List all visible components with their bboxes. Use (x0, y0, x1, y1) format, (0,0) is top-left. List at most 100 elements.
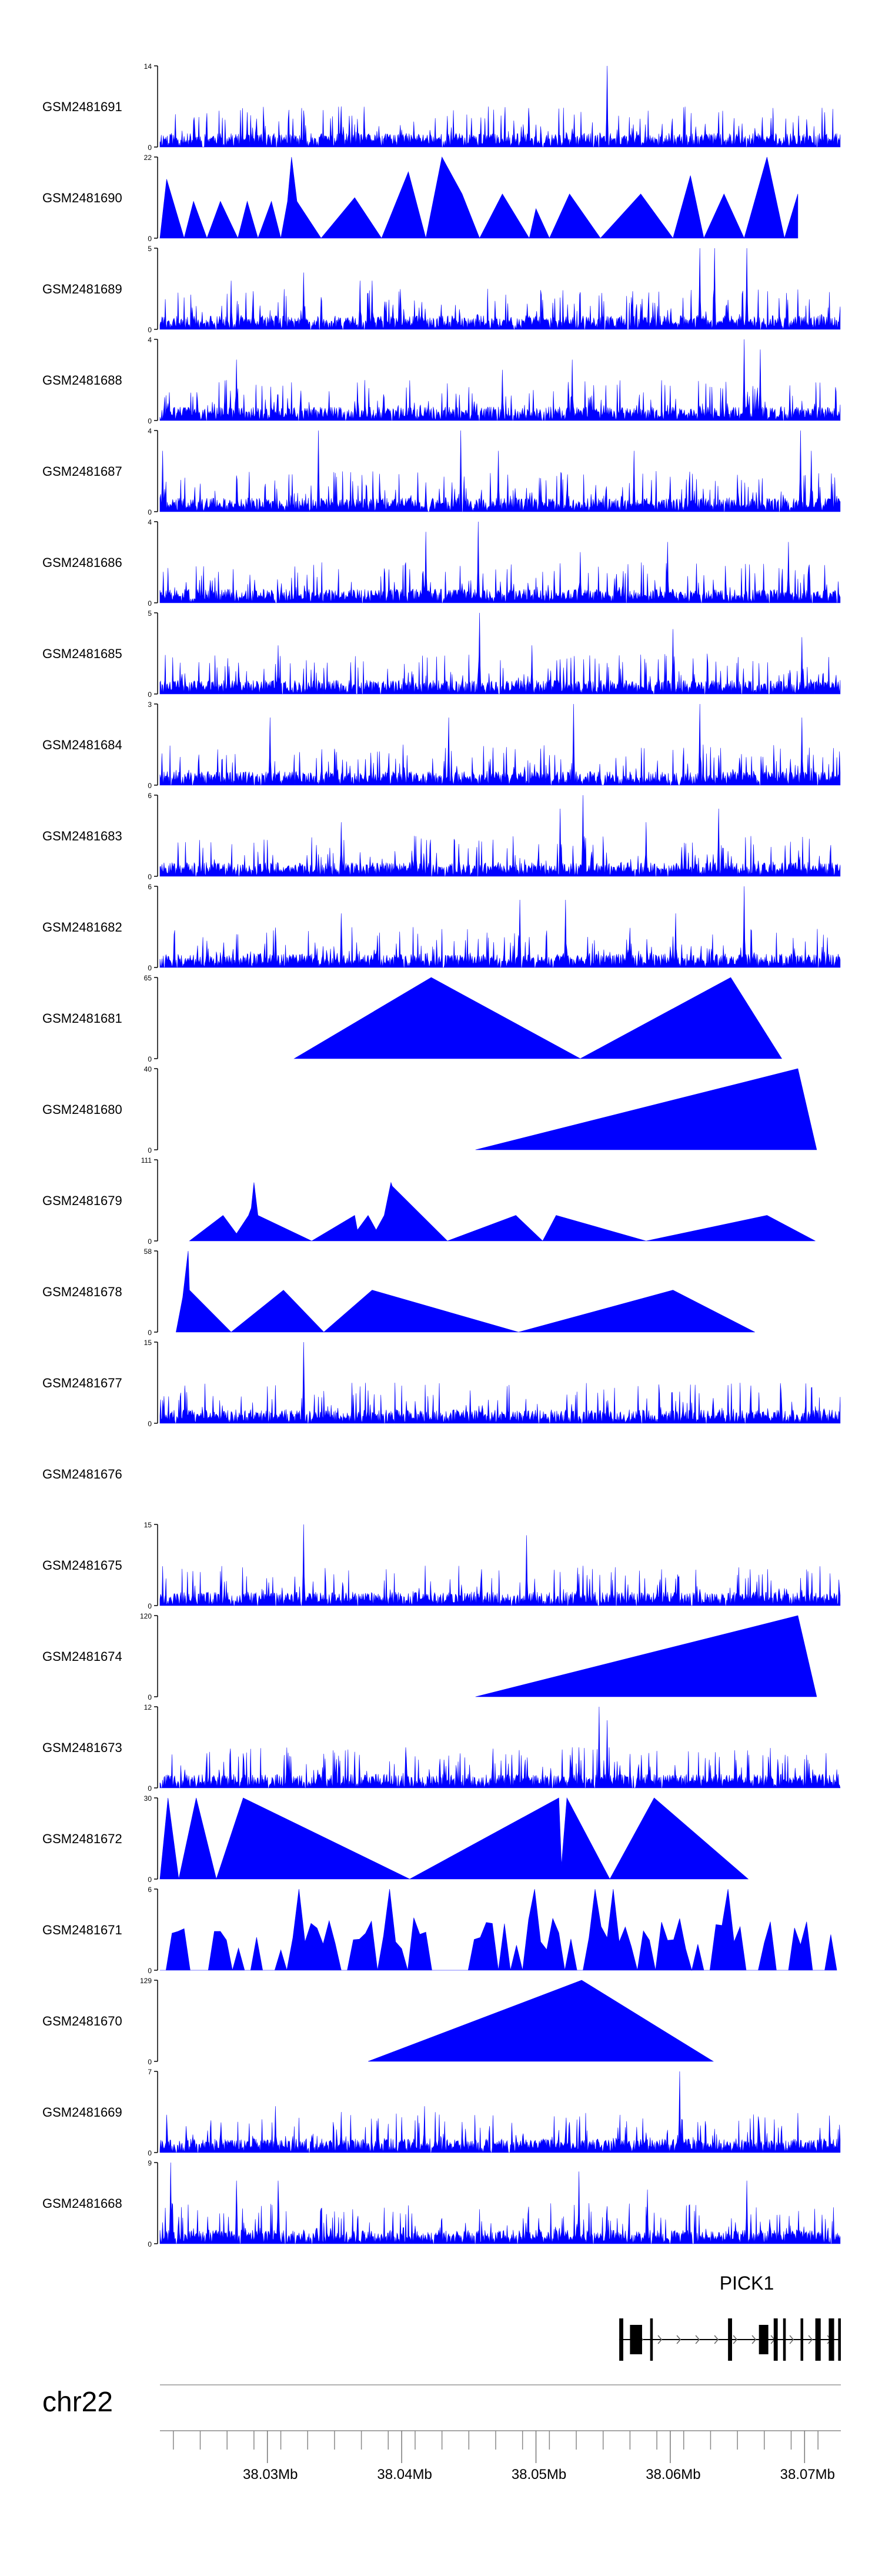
track-label: GSM2481674 (42, 1649, 122, 1664)
exon-block (728, 2318, 732, 2361)
y-tick-label-max: 58 (144, 1247, 152, 1256)
y-tick-label-zero: 0 (148, 508, 152, 516)
track-label: GSM2481688 (42, 373, 122, 388)
y-tick-label-zero: 0 (148, 417, 152, 425)
y-tick-label-zero: 0 (148, 1329, 152, 1337)
y-tick-label-zero: 0 (148, 1876, 152, 1884)
y-tick-label-max: 6 (148, 1886, 152, 1894)
track-GSM2481680: GSM2481680 40 0 (42, 1065, 817, 1154)
track-GSM2481687: GSM2481687 4 0 (42, 427, 841, 516)
track-GSM2481673: GSM2481673 12 0 (42, 1703, 841, 1793)
track-label: GSM2481675 (42, 1558, 122, 1573)
axis-tick-label: 38.04Mb (377, 2467, 432, 2482)
track-label: GSM2481668 (42, 2196, 122, 2211)
track-label: GSM2481689 (42, 282, 122, 296)
coverage-area (189, 1182, 816, 1242)
y-tick-label-zero: 0 (148, 1055, 152, 1063)
y-tick-label-max: 65 (144, 974, 152, 982)
coverage-area (159, 339, 841, 421)
strand-chevron (657, 2335, 663, 2344)
y-tick-label-max: 14 (144, 62, 152, 71)
genome-axis: chr22 38.03Mb 38.04Mb 38.05Mb 38.06Mb 38.07M… (42, 2384, 841, 2482)
coverage-area (159, 1342, 841, 1424)
coverage-area (475, 1068, 817, 1150)
track-GSM2481668: GSM2481668 9 0 (42, 2159, 841, 2248)
strand-chevron (751, 2335, 757, 2344)
coverage-area (159, 1797, 749, 1880)
track-GSM2481688: GSM2481688 4 0 (42, 336, 841, 425)
track-GSM2481686: GSM2481686 4 0 (42, 518, 841, 608)
y-tick-label-zero: 0 (148, 1602, 152, 1610)
coverage-area (176, 1250, 755, 1333)
y-tick-label-max: 4 (148, 336, 152, 344)
y-tick-label-max: 6 (148, 792, 152, 800)
exon-block (773, 2318, 778, 2361)
coverage-area (475, 1615, 817, 1697)
coverage-tracks: GSM2481691140GSM2481690220GSM248168950GS… (42, 62, 841, 2248)
coverage-area (159, 703, 841, 786)
y-tick-label-zero: 0 (148, 235, 152, 243)
track-label: GSM2481690 (42, 191, 122, 205)
track-label: GSM2481682 (42, 920, 122, 935)
coverage-area (159, 886, 841, 968)
track-label: GSM2481681 (42, 1011, 122, 1026)
track-label: GSM2481672 (42, 1831, 122, 1846)
y-tick-label-zero: 0 (148, 1237, 152, 1246)
strand-chevron (733, 2335, 738, 2344)
strand-chevron (695, 2335, 700, 2344)
y-tick-label-max: 4 (148, 518, 152, 526)
track-label: GSM2481683 (42, 829, 122, 843)
exon-block (783, 2318, 786, 2361)
y-tick-label-max: 9 (148, 2159, 152, 2167)
track-GSM2481691: GSM2481691 14 0 (42, 62, 841, 152)
y-tick-label-zero: 0 (148, 690, 152, 699)
coverage-area (159, 2071, 841, 2153)
exon-block (828, 2318, 834, 2361)
track-label: GSM2481686 (42, 555, 122, 570)
y-tick-label-zero: 0 (148, 1967, 152, 1975)
track-label: GSM2481673 (42, 1740, 122, 1755)
coverage-area (159, 1706, 841, 1788)
track-GSM2481681: GSM2481681 65 0 (42, 974, 783, 1063)
coverage-area (159, 156, 799, 239)
track-label: GSM2481685 (42, 646, 122, 661)
coverage-area (160, 1888, 837, 1971)
strand-chevron (789, 2335, 794, 2344)
y-tick-label-zero: 0 (148, 1420, 152, 1428)
track-GSM2481682: GSM2481682 6 0 (42, 883, 841, 972)
strand-chevron (676, 2335, 681, 2344)
coverage-area (159, 795, 841, 877)
y-tick-label-max: 15 (144, 1521, 152, 1529)
strand-chevron (714, 2335, 719, 2344)
coverage-area (159, 430, 841, 512)
coverage-area (159, 1524, 841, 1606)
track-GSM2481676: GSM2481676 (42, 1467, 122, 1481)
y-tick-label-zero: 0 (148, 2058, 152, 2066)
coverage-area (159, 2162, 841, 2244)
exon-block (838, 2318, 841, 2361)
axis-tick-label: 38.07Mb (780, 2467, 835, 2482)
track-label: GSM2481670 (42, 2014, 122, 2028)
track-GSM2481677: GSM2481677 15 0 (42, 1339, 841, 1428)
y-tick-label-max: 3 (148, 700, 152, 709)
track-GSM2481678: GSM2481678 58 0 (42, 1247, 755, 1337)
track-GSM2481690: GSM2481690 22 0 (42, 154, 799, 243)
track-label: GSM2481669 (42, 2105, 122, 2120)
y-tick-label-zero: 0 (148, 873, 152, 881)
y-tick-label-max: 15 (144, 1339, 152, 1347)
track-label: GSM2481684 (42, 738, 122, 752)
y-tick-label-max: 6 (148, 883, 152, 891)
strand-chevron (808, 2335, 813, 2344)
exon-block (759, 2325, 769, 2354)
chromosome-label: chr22 (42, 2387, 113, 2418)
y-tick-label-zero: 0 (148, 599, 152, 608)
track-label: GSM2481676 (42, 1467, 122, 1481)
track-GSM2481672: GSM2481672 30 0 (42, 1794, 749, 1884)
y-tick-label-max: 12 (144, 1703, 152, 1711)
coverage-area (159, 248, 841, 330)
track-label: GSM2481680 (42, 1102, 122, 1117)
track-GSM2481671: GSM2481671 6 0 (42, 1886, 837, 1975)
track-label: GSM2481691 (42, 99, 122, 114)
y-tick-label-max: 4 (148, 427, 152, 435)
track-label: GSM2481679 (42, 1193, 122, 1208)
